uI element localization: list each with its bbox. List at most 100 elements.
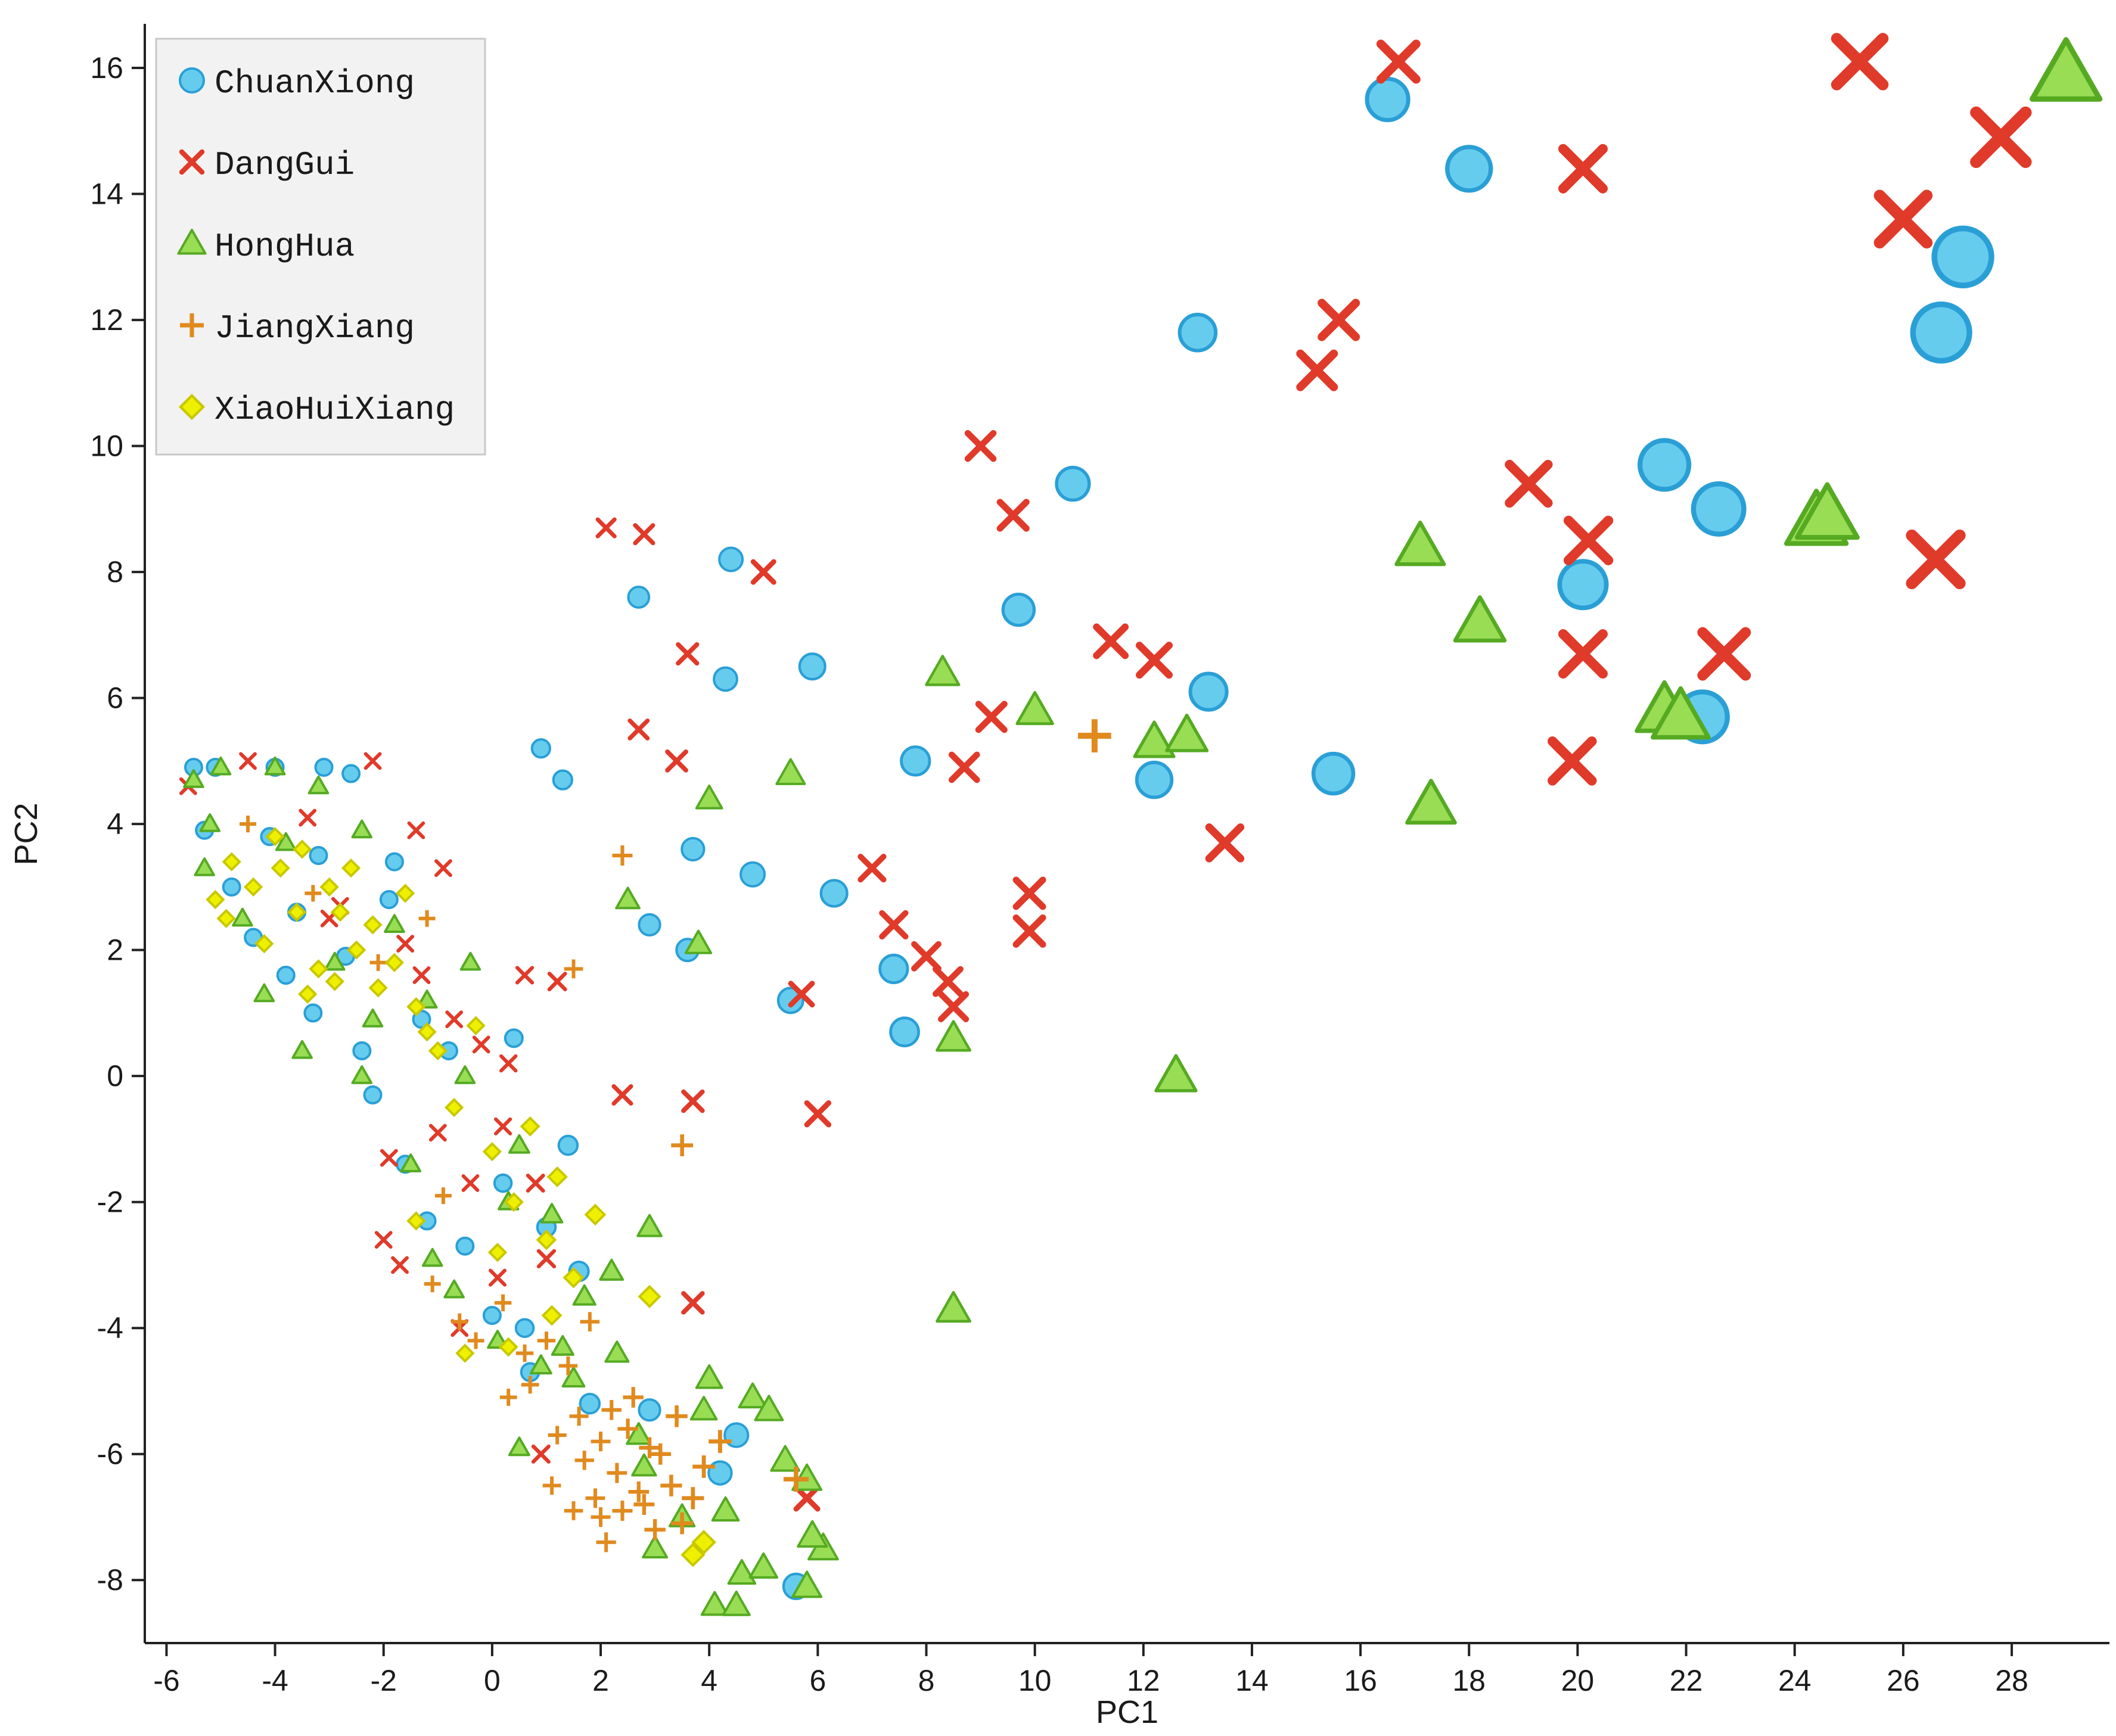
- data-point: [384, 914, 405, 933]
- y-tick-label: -6: [97, 1438, 123, 1471]
- data-point: [1873, 189, 1933, 249]
- data-point: [692, 1455, 715, 1478]
- data-point: [546, 1166, 568, 1187]
- data-point: [628, 1481, 650, 1502]
- data-point: [623, 1387, 644, 1408]
- data-point: [526, 1174, 545, 1193]
- data-point: [396, 883, 415, 903]
- x-tick-label: -2: [371, 1664, 397, 1697]
- x-tick-label: -4: [262, 1664, 288, 1697]
- data-point: [1177, 312, 1218, 353]
- data-point: [1055, 465, 1091, 502]
- data-point: [900, 745, 931, 777]
- data-point: [412, 1009, 431, 1029]
- data-point: [750, 559, 776, 585]
- data-point: [595, 517, 617, 539]
- data-point: [1505, 459, 1553, 508]
- data-point: [537, 1331, 556, 1350]
- data-point: [612, 845, 633, 866]
- data-point: [417, 1022, 437, 1042]
- data-point: [508, 1134, 530, 1154]
- legend-marker: [179, 67, 205, 94]
- x-tick-label: 8: [918, 1664, 935, 1697]
- data-point: [563, 1267, 585, 1289]
- data-point: [183, 769, 204, 788]
- data-point: [819, 879, 849, 908]
- x-tick-label: 16: [1344, 1664, 1377, 1697]
- data-point: [627, 586, 651, 609]
- x-tick-label: 0: [484, 1664, 501, 1697]
- data-point: [445, 1097, 464, 1118]
- data-point: [244, 877, 263, 897]
- data-point: [542, 1476, 561, 1495]
- y-tick-label: 10: [90, 430, 123, 463]
- data-point: [1135, 760, 1174, 799]
- data-point: [911, 941, 942, 972]
- data-point: [222, 877, 241, 897]
- data-point: [671, 1512, 694, 1535]
- data-point: [713, 666, 738, 692]
- data-point: [788, 981, 815, 1008]
- data-point: [515, 966, 535, 985]
- data-point: [222, 852, 241, 872]
- data-point: [194, 857, 215, 876]
- data-point: [793, 1485, 821, 1512]
- x-axis-title: PC1: [1096, 1694, 1158, 1730]
- data-point: [627, 718, 650, 741]
- data-point: [1165, 713, 1209, 752]
- x-tick-label: 6: [809, 1664, 826, 1697]
- data-point: [604, 1340, 630, 1363]
- data-point: [1188, 671, 1229, 712]
- data-point: [351, 1065, 373, 1084]
- data-point: [1557, 559, 1609, 611]
- legend-label: JiangXiang: [215, 309, 415, 347]
- data-point: [307, 775, 330, 795]
- data-point: [363, 1085, 383, 1105]
- data-point: [406, 997, 426, 1016]
- data-point: [681, 1291, 705, 1315]
- legend: ChuanXiong DangGui HongHua JiangXiang XiaoHu…: [155, 38, 486, 456]
- data-point: [304, 885, 322, 902]
- data-point: [424, 1275, 441, 1293]
- data-point: [363, 915, 383, 935]
- data-point: [309, 846, 328, 866]
- data-point: [925, 655, 961, 686]
- x-tick-label: 14: [1235, 1664, 1269, 1697]
- data-point: [309, 959, 328, 979]
- data-point: [936, 1020, 972, 1052]
- data-point: [374, 1231, 393, 1249]
- data-point: [665, 749, 688, 773]
- data-point: [591, 1432, 611, 1452]
- data-point: [406, 1211, 426, 1231]
- data-point: [363, 752, 382, 770]
- data-point: [676, 642, 700, 666]
- x-tick-label: 18: [1452, 1664, 1486, 1697]
- data-point: [633, 1494, 655, 1515]
- data-point: [1638, 438, 1692, 492]
- data-point: [529, 1354, 552, 1375]
- data-point: [265, 827, 285, 847]
- data-point: [1931, 225, 1994, 288]
- data-point: [298, 984, 318, 1004]
- data-point: [639, 1437, 660, 1458]
- data-point: [739, 861, 766, 888]
- data-point: [443, 1279, 465, 1299]
- data-point: [681, 1542, 706, 1567]
- y-tick-label: 0: [107, 1059, 123, 1093]
- legend-label: XiaoHuiXiang: [215, 391, 455, 429]
- data-point: [1453, 595, 1507, 643]
- data-point: [738, 1382, 768, 1409]
- data-point: [530, 738, 551, 759]
- data-point: [1651, 686, 1711, 740]
- data-point: [709, 1430, 732, 1453]
- legend-item-DangGui: DangGui: [179, 146, 355, 184]
- data-point: [347, 940, 366, 960]
- data-point: [666, 1405, 688, 1427]
- y-tick-label: -4: [97, 1311, 123, 1345]
- data-point: [591, 1507, 611, 1527]
- data-point: [499, 1054, 518, 1073]
- data-point: [472, 1035, 490, 1054]
- legend-label: ChuanXiong: [215, 64, 415, 102]
- data-point: [691, 1529, 716, 1555]
- y-tick-label: 6: [107, 682, 123, 715]
